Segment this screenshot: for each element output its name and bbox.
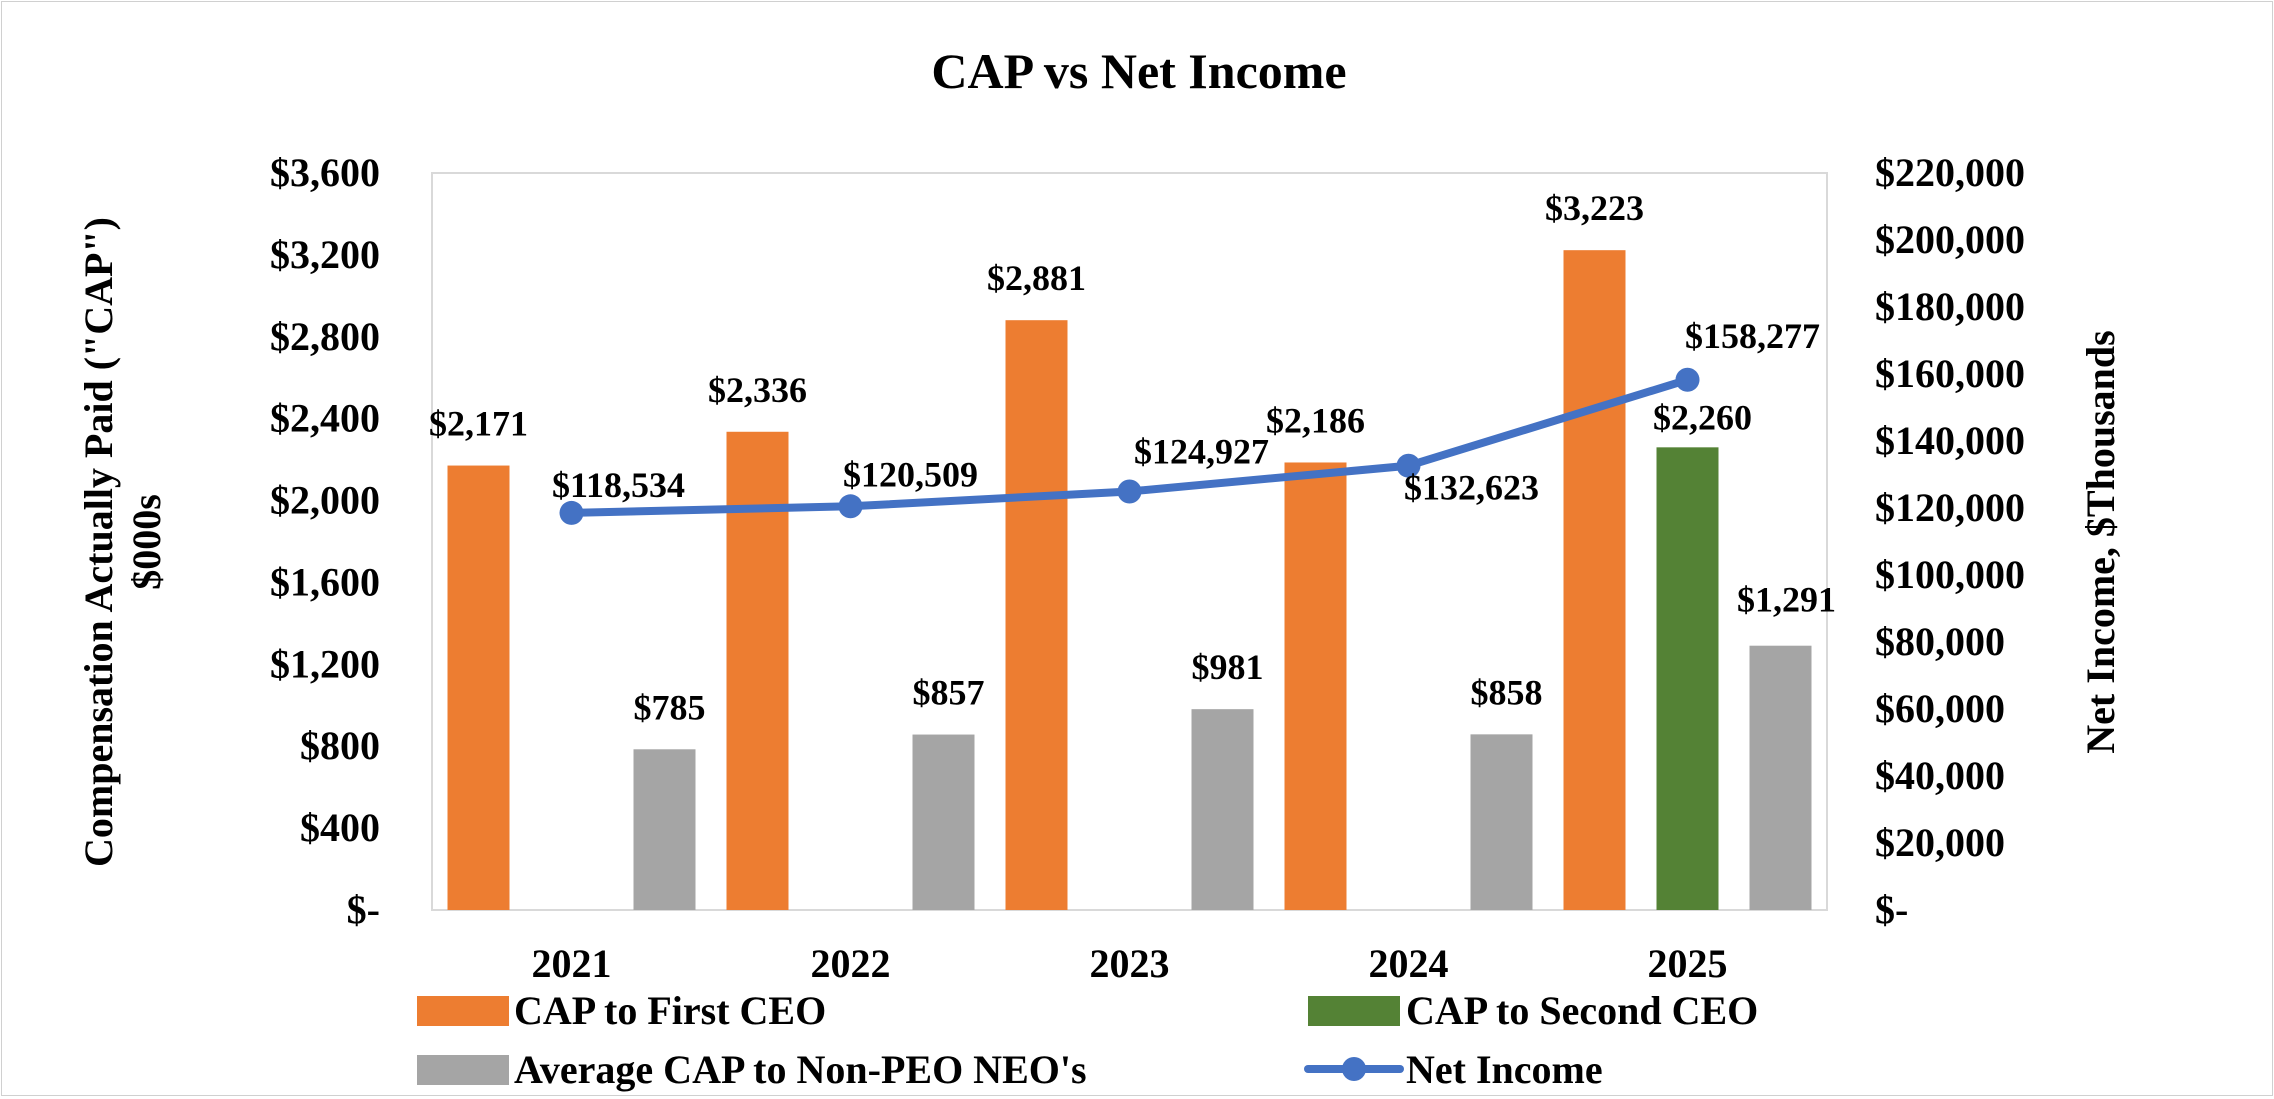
net-income-point-2021: [559, 500, 584, 525]
legend-item-net-income[interactable]: Net Income: [1304, 1047, 1603, 1092]
y-left-tick-7: $2,800: [270, 314, 380, 359]
label-first-ceo-2021: $2,171: [429, 404, 528, 444]
bar-first-ceo-2023: [1005, 320, 1068, 910]
y-right-tick-8: $160,000: [1875, 351, 2025, 396]
legend: CAP to First CEO CAP to Second CEO Avera…: [417, 988, 1758, 1092]
y-right-tick-9: $180,000: [1875, 284, 2025, 329]
x-tick-2022: 2022: [811, 941, 891, 986]
label-first-ceo-2023: $2,881: [987, 258, 1086, 298]
y-left-tick-4: $1,600: [270, 559, 380, 604]
label-net-income-2023: $124,927: [1134, 431, 1269, 471]
legend-item-first-ceo[interactable]: CAP to First CEO: [417, 988, 826, 1033]
legend-marker-net-income: [1342, 1057, 1366, 1081]
label-net-income-2021: $118,534: [552, 465, 685, 505]
bar-non-peo-neos-2024: [1470, 734, 1533, 910]
y-left-tick-5: $2,000: [270, 478, 380, 523]
y-left-tick-9: $3,600: [270, 150, 380, 195]
x-tick-2021: 2021: [532, 941, 612, 986]
y-left-tick-3: $1,200: [270, 641, 380, 686]
bar-non-peo-neos-2021: [633, 749, 696, 910]
label-net-income-2024: $132,623: [1404, 468, 1539, 508]
legend-swatch-non-peo-neos: [417, 1055, 509, 1085]
y-right-tick-3: $60,000: [1875, 686, 2005, 731]
chart-title: CAP vs Net Income: [931, 43, 1346, 99]
y-left-tick-0: $-: [347, 887, 380, 932]
label-first-ceo-2024: $2,186: [1266, 400, 1365, 440]
net-income-point-2024: [1396, 453, 1421, 478]
label-net-income-2025: $158,277: [1685, 316, 1820, 356]
label-non-peo-neos-2024: $858: [1471, 672, 1543, 712]
y-axis-left-title-line1: Compensation Actually Paid ("CAP"): [76, 217, 121, 867]
y-left-tick-6: $2,400: [270, 396, 380, 441]
bar-first-ceo-2024: [1284, 462, 1347, 910]
label-non-peo-neos-2021: $785: [634, 687, 706, 727]
y-right-tick-10: $200,000: [1875, 217, 2025, 262]
x-tick-2025: 2025: [1648, 941, 1728, 986]
y-right-tick-6: $120,000: [1875, 485, 2025, 530]
bar-first-ceo-2022: [726, 431, 789, 910]
bar-non-peo-neos-2025: [1749, 645, 1812, 910]
y-right-tick-0: $-: [1875, 887, 1908, 932]
label-first-ceo-2025: $3,223: [1545, 188, 1644, 228]
bar-second-ceo-2025: [1656, 447, 1719, 910]
y-right-tick-2: $40,000: [1875, 753, 2005, 798]
data-labels-layer: $2,171 $785 $2,336 $857 $2,881 $981 $2,186 $858…: [429, 188, 1836, 727]
y-left-tick-8: $3,200: [270, 232, 380, 277]
y-left-tick-1: $400: [300, 805, 380, 850]
legend-swatch-first-ceo: [417, 996, 509, 1026]
bars-layer: [447, 250, 1812, 910]
x-tick-2024: 2024: [1369, 941, 1449, 986]
net-income-point-2023: [1117, 479, 1142, 504]
y-axis-left-title-line2: $000s: [124, 494, 169, 590]
label-non-peo-neos-2025: $1,291: [1737, 580, 1836, 620]
y-right-tick-1: $20,000: [1875, 820, 2005, 865]
net-income-point-2022: [838, 494, 863, 519]
label-non-peo-neos-2023: $981: [1192, 647, 1264, 687]
bar-first-ceo-2021: [447, 465, 510, 910]
net-income-line-layer: [559, 367, 1700, 525]
y-right-tick-11: $220,000: [1875, 150, 2025, 195]
legend-label-non-peo-neos: Average CAP to Non-PEO NEO's: [514, 1047, 1087, 1092]
label-net-income-2022: $120,509: [843, 454, 978, 494]
bar-first-ceo-2025: [1563, 250, 1626, 910]
net-income-point-2025: [1675, 367, 1700, 392]
y-right-tick-4: $80,000: [1875, 619, 2005, 664]
legend-item-non-peo-neos[interactable]: Average CAP to Non-PEO NEO's: [417, 1047, 1087, 1092]
label-first-ceo-2022: $2,336: [708, 370, 807, 410]
legend-swatch-second-ceo: [1308, 996, 1400, 1026]
label-non-peo-neos-2022: $857: [913, 673, 985, 713]
label-second-ceo-2025: $2,260: [1653, 397, 1752, 437]
y-left-tick-2: $800: [300, 723, 380, 768]
x-tick-2023: 2023: [1090, 941, 1170, 986]
legend-label-net-income: Net Income: [1406, 1047, 1603, 1092]
legend-label-first-ceo: CAP to First CEO: [514, 988, 826, 1033]
y-axis-right-title: Net Income, $Thousands: [2078, 330, 2123, 753]
bar-non-peo-neos-2022: [912, 734, 975, 910]
ticks-layer: $- $400 $800 $1,200 $1,600 $2,000 $2,400 $2,800…: [270, 150, 2025, 986]
legend-label-second-ceo: CAP to Second CEO: [1406, 988, 1758, 1033]
legend-item-second-ceo[interactable]: CAP to Second CEO: [1308, 988, 1758, 1033]
y-right-tick-7: $140,000: [1875, 418, 2025, 463]
y-right-tick-5: $100,000: [1875, 552, 2025, 597]
bar-non-peo-neos-2023: [1191, 709, 1254, 910]
